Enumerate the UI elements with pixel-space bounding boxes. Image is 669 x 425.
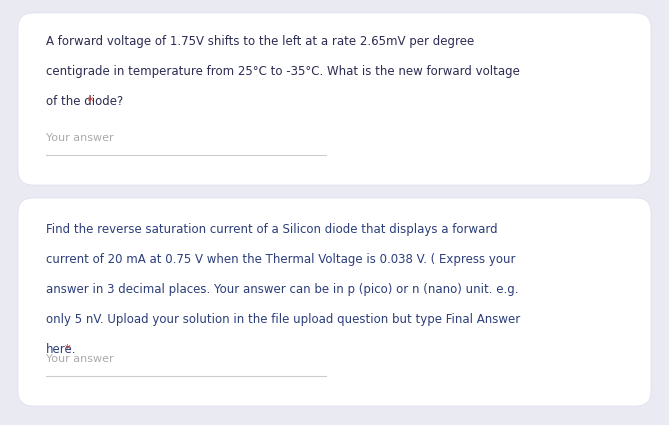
Text: *: * — [84, 95, 94, 108]
Text: current of 20 mA at 0.75 V when the Thermal Voltage is 0.038 V. ( Express your: current of 20 mA at 0.75 V when the Ther… — [46, 253, 516, 266]
FancyBboxPatch shape — [18, 13, 651, 185]
FancyBboxPatch shape — [18, 198, 651, 406]
Text: of the diode?: of the diode? — [46, 95, 123, 108]
Text: answer in 3 decimal places. Your answer can be in p (pico) or n (nano) unit. e.g: answer in 3 decimal places. Your answer … — [46, 283, 518, 296]
Text: *: * — [61, 343, 70, 356]
Text: only 5 nV. Upload your solution in the file upload question but type Final Answe: only 5 nV. Upload your solution in the f… — [46, 313, 520, 326]
Text: centigrade in temperature from 25°C to -35°C. What is the new forward voltage: centigrade in temperature from 25°C to -… — [46, 65, 520, 78]
Text: Your answer: Your answer — [46, 133, 114, 143]
Text: A forward voltage of 1.75V shifts to the left at a rate 2.65mV per degree: A forward voltage of 1.75V shifts to the… — [46, 35, 474, 48]
Text: here.: here. — [46, 343, 76, 356]
Text: Your answer: Your answer — [46, 354, 114, 364]
Text: *: * — [46, 95, 56, 108]
Text: Find the reverse saturation current of a Silicon diode that displays a forward: Find the reverse saturation current of a… — [46, 223, 498, 236]
